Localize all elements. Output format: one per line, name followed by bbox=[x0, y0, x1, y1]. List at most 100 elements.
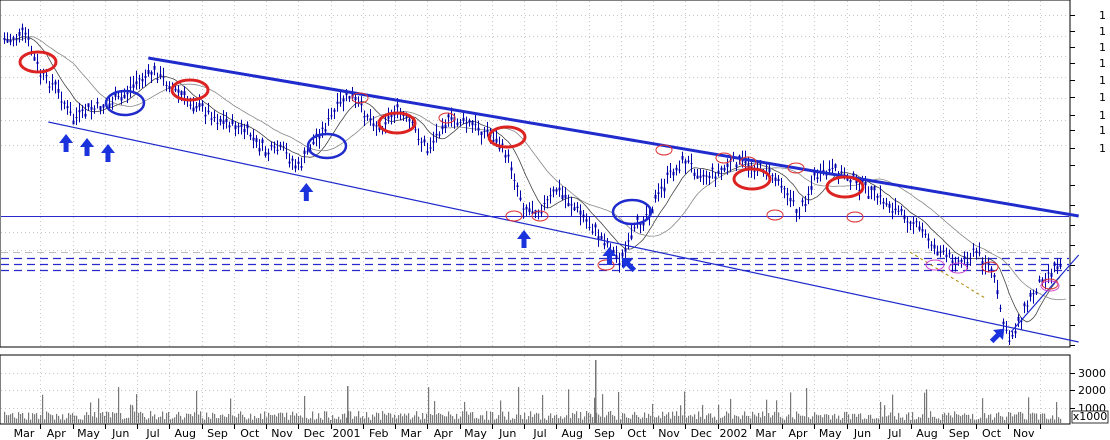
candle-body bbox=[990, 268, 993, 270]
candle-body bbox=[60, 101, 63, 103]
volume-bar bbox=[226, 417, 228, 423]
candle-body bbox=[720, 167, 723, 170]
volume-bar bbox=[424, 418, 426, 423]
candle-body bbox=[156, 78, 159, 80]
x-tick-label: Jul bbox=[887, 427, 901, 440]
candle-body bbox=[321, 127, 324, 130]
volume-bar bbox=[966, 414, 968, 423]
candle-body bbox=[192, 107, 195, 112]
candle-body bbox=[357, 103, 360, 105]
candle-body bbox=[1041, 279, 1044, 283]
volume-bar bbox=[246, 419, 248, 423]
candle-body bbox=[261, 139, 264, 143]
volume-bar bbox=[784, 419, 786, 423]
volume-bar bbox=[562, 418, 564, 423]
volume-bar bbox=[962, 414, 964, 423]
volume-bar bbox=[94, 411, 96, 423]
volume-bar bbox=[686, 417, 688, 423]
candle-body bbox=[123, 94, 126, 98]
red-ellipse bbox=[825, 175, 865, 199]
volume-bar bbox=[692, 416, 694, 423]
volume-bar bbox=[880, 401, 882, 423]
x-tick-label: Sep bbox=[949, 427, 970, 440]
volume-bar bbox=[16, 418, 18, 423]
volume-bar bbox=[862, 419, 864, 423]
volume-bar bbox=[104, 415, 106, 423]
volume-bar bbox=[724, 415, 726, 423]
candle-body bbox=[1032, 293, 1035, 295]
volume-bar bbox=[92, 416, 94, 423]
candle-body bbox=[546, 199, 549, 201]
volume-bar bbox=[808, 417, 810, 423]
volume-bar bbox=[316, 418, 318, 423]
candle-body bbox=[1023, 303, 1026, 307]
volume-bar bbox=[806, 387, 808, 423]
volume-bar bbox=[920, 417, 922, 423]
volume-bar bbox=[476, 417, 478, 423]
volume-bar bbox=[220, 415, 222, 423]
volume-bar bbox=[1038, 419, 1040, 423]
volume-bar bbox=[738, 416, 740, 423]
volume-bar bbox=[640, 418, 642, 423]
volume-bar bbox=[60, 419, 62, 423]
volume-bar bbox=[384, 413, 386, 423]
volume-bar bbox=[828, 415, 830, 423]
volume-bar bbox=[200, 411, 202, 423]
candle-body bbox=[768, 168, 771, 173]
candle-body bbox=[558, 187, 561, 191]
volume-bar bbox=[410, 419, 412, 423]
price-panel bbox=[0, 0, 1071, 348]
volume-bar bbox=[818, 415, 820, 423]
volume-bar bbox=[100, 413, 102, 423]
volume-bar bbox=[944, 412, 946, 423]
trendline-upper-channel bbox=[148, 56, 1079, 218]
volume-bar bbox=[678, 415, 680, 423]
price-tick-label: 1 bbox=[1099, 91, 1106, 104]
small-magenta-ellipse bbox=[948, 262, 968, 274]
volume-bar bbox=[590, 413, 592, 423]
candle-body bbox=[450, 117, 453, 120]
candle-body bbox=[666, 172, 669, 175]
small-red-ellipse bbox=[505, 210, 523, 222]
volume-bar bbox=[1026, 419, 1028, 423]
candle-body bbox=[102, 104, 105, 108]
candle-body bbox=[867, 196, 870, 199]
volume-bar bbox=[442, 414, 444, 423]
candle-body bbox=[879, 195, 882, 197]
volume-bar bbox=[326, 411, 328, 423]
volume-bar bbox=[502, 411, 504, 423]
volume-bar bbox=[968, 414, 970, 423]
candle-body bbox=[372, 123, 375, 127]
candle-body bbox=[12, 37, 15, 40]
x-tick-label: Jul bbox=[532, 427, 546, 440]
candle-body bbox=[750, 166, 753, 168]
trendlines bbox=[48, 56, 1080, 343]
candle-body bbox=[801, 200, 804, 203]
candle-body bbox=[387, 116, 390, 119]
candle-body bbox=[858, 189, 861, 192]
volume-bar bbox=[440, 413, 442, 423]
diagonal-arrow-head bbox=[989, 328, 1005, 344]
candle-body bbox=[222, 120, 225, 124]
small-magenta-ellipse bbox=[925, 259, 945, 271]
volume-bar bbox=[868, 415, 870, 423]
candle-body bbox=[27, 37, 30, 40]
candle-body bbox=[72, 120, 75, 125]
candle-body bbox=[807, 193, 810, 195]
candle-body bbox=[369, 118, 372, 121]
candle-body bbox=[501, 143, 504, 145]
candle-body bbox=[825, 174, 828, 176]
candle-body bbox=[876, 195, 879, 198]
volume-bar bbox=[120, 413, 122, 423]
volume-bar bbox=[504, 416, 506, 423]
candle-body bbox=[231, 119, 234, 124]
candle-body bbox=[822, 169, 825, 173]
up-arrow bbox=[517, 230, 531, 248]
volume-bar bbox=[946, 415, 948, 423]
volume-bar bbox=[826, 414, 828, 423]
candle-body bbox=[588, 226, 591, 228]
candle-body bbox=[612, 249, 615, 253]
price-tick-label: 1 bbox=[1099, 124, 1106, 137]
candle-body bbox=[579, 210, 582, 215]
volume-bar bbox=[964, 413, 966, 423]
